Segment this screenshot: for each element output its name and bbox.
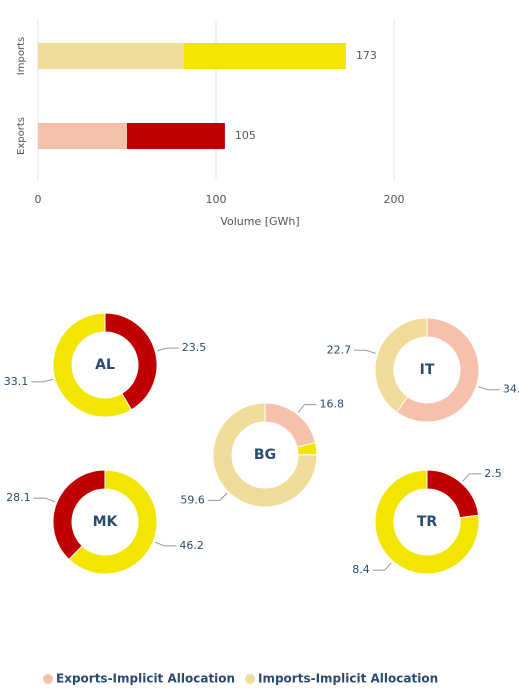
slice-label: 28.1: [6, 491, 31, 504]
slice-label: 2.5: [484, 467, 502, 480]
donut-center-label: IT: [420, 362, 435, 378]
donut-slice: [104, 312, 158, 411]
donut-slice: [426, 469, 480, 519]
bar-segment: [183, 43, 346, 69]
donut-slice: [52, 312, 133, 418]
total-label: 173: [356, 49, 377, 62]
slice-label: 16.8: [319, 398, 344, 411]
leader-line: [207, 492, 228, 501]
leader-line: [354, 349, 376, 354]
bar-segment: [38, 123, 127, 149]
donut-center-label: BG: [254, 447, 276, 463]
slice-label: 22.7: [327, 343, 352, 356]
leader-line: [156, 347, 179, 352]
donut-center-label: AL: [95, 357, 115, 373]
category-label: Imports: [16, 37, 27, 75]
donut-center-label: MK: [93, 514, 119, 530]
slice-label: 23.5: [182, 341, 207, 354]
bar-segment: [127, 123, 225, 149]
slice-label: 34.0: [503, 383, 519, 396]
leader-line: [154, 541, 177, 547]
category-label: Exports: [16, 117, 27, 155]
x-tick-label: 200: [384, 193, 405, 206]
leader-line: [478, 386, 500, 391]
slice-label: 46.2: [179, 539, 204, 552]
donut-center-label: TR: [417, 514, 438, 530]
leader-line: [462, 473, 482, 482]
slice-label: 59.6: [180, 493, 205, 506]
bar-segment: [38, 43, 184, 69]
legend-marker: [245, 674, 255, 684]
donut-slice: [52, 469, 106, 561]
donut-slice: [374, 469, 480, 575]
legend-label: Exports-Implicit Allocation: [56, 672, 235, 686]
total-label: 105: [235, 129, 256, 142]
legend-marker: [43, 674, 53, 684]
leader-line: [33, 497, 56, 503]
legend-label: Imports-Implicit Allocation: [258, 672, 438, 686]
x-axis-title: Volume [GWh]: [220, 215, 299, 228]
x-tick-label: 100: [206, 193, 227, 206]
donut-slice: [395, 317, 480, 423]
donut-slice: [68, 469, 158, 575]
donut-slice: [212, 402, 318, 508]
slice-label: 8.4: [352, 563, 370, 576]
leader-line: [31, 378, 54, 383]
leader-line: [297, 404, 317, 413]
slice-label: 33.1: [4, 375, 29, 388]
leader-line: [372, 562, 392, 571]
x-tick-label: 0: [35, 193, 42, 206]
donut-slice: [264, 402, 317, 448]
donut-slice: [374, 317, 428, 413]
